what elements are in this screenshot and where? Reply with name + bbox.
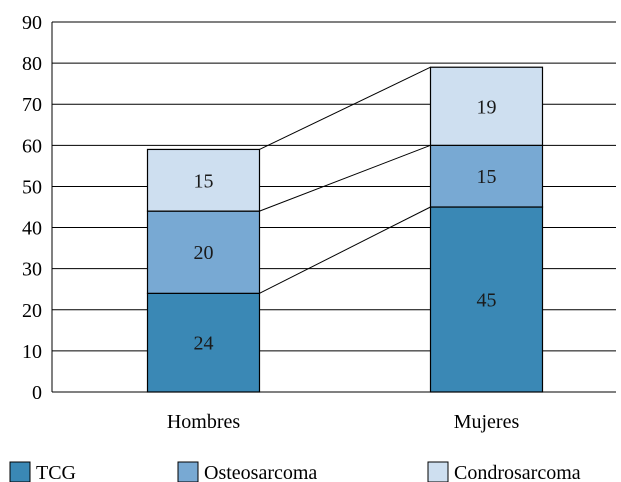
bar-segment (146, 292, 261, 393)
y-tick-label: 90 (22, 12, 42, 34)
bar-segment (146, 148, 261, 212)
gridlines (52, 21, 616, 352)
y-tick-label: 30 (22, 259, 42, 281)
y-tick-label: 10 (22, 341, 42, 363)
series-connector-line (259, 144, 431, 212)
legend-swatch (177, 461, 199, 482)
legend-label: Osteosarcoma (204, 462, 317, 482)
category-label: Hombres (167, 411, 241, 433)
data-label: 20 (194, 242, 214, 264)
data-label: 24 (194, 333, 214, 355)
category-label: Mujeres (454, 411, 520, 433)
series-connector-line (259, 206, 431, 294)
bar-segment (146, 210, 261, 294)
legend-label: TCG (36, 462, 76, 482)
data-label: 15 (194, 170, 214, 192)
y-tick-label: 0 (32, 382, 42, 404)
y-tick-label: 70 (22, 94, 42, 116)
y-tick-label: 40 (22, 218, 42, 240)
bars (146, 66, 544, 393)
bar-segment (429, 144, 544, 208)
series-connectors (259, 66, 431, 294)
legend: TCG Osteosarcoma Condrosarcoma (9, 461, 581, 482)
data-label: 19 (477, 96, 497, 118)
legend-swatch (427, 461, 449, 482)
data-label: 45 (477, 290, 497, 312)
data-label: 15 (477, 166, 497, 188)
y-tick-label: 60 (22, 135, 42, 157)
y-tick-label: 20 (22, 300, 42, 322)
bar-segment (429, 206, 544, 393)
legend-swatch (9, 461, 31, 482)
legend-label: Condrosarcoma (454, 462, 581, 482)
series-connector-line (259, 66, 431, 150)
y-tick-label: 50 (22, 176, 42, 198)
bar-segment (429, 66, 544, 146)
labels: 0 10 20 30 40 50 60 70 80 90 24 20 15 Hombres 45 15 19 Mu… (22, 12, 519, 433)
y-tick-label: 80 (22, 53, 42, 75)
